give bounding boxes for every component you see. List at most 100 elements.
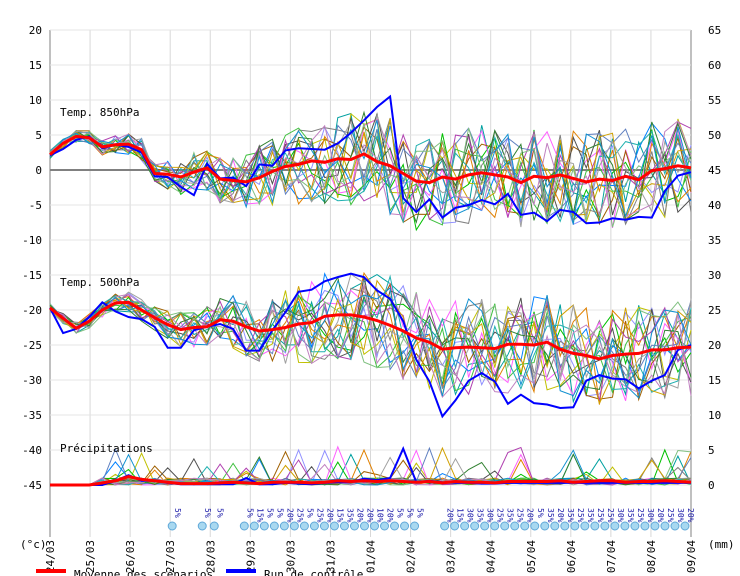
snowflake-icon bbox=[600, 521, 610, 531]
snow-probability-label: 20% bbox=[656, 508, 665, 523]
x-tick-label: 05/04 bbox=[525, 540, 538, 573]
snow-probability-label: 35% bbox=[476, 508, 485, 523]
right-tick-label: 50 bbox=[708, 129, 721, 142]
x-tick-label: 08/04 bbox=[645, 540, 658, 573]
right-axis-unit: (mm) bbox=[708, 538, 735, 551]
snow-probability-label: 5% bbox=[396, 508, 405, 518]
snow-probability-label: 35% bbox=[546, 508, 555, 523]
legend-mean-label: Moyenne des scénarios bbox=[74, 568, 213, 576]
snow-probability-label: 5% bbox=[265, 508, 274, 518]
snowflake-icon bbox=[359, 521, 369, 531]
snow-probability-label: 5% bbox=[406, 508, 415, 518]
x-tick-label: 03/04 bbox=[445, 540, 458, 573]
snow-probability-label: 5% bbox=[536, 508, 545, 518]
snow-probability-label: 30% bbox=[486, 508, 495, 523]
snowflake-icon bbox=[660, 521, 670, 531]
snowflake-icon bbox=[197, 521, 207, 531]
snowflake-icon bbox=[289, 521, 299, 531]
snowflake-icon bbox=[630, 521, 640, 531]
snowflake-icon bbox=[249, 521, 259, 531]
snow-probability-label: 15% bbox=[255, 508, 264, 523]
right-tick-label: 40 bbox=[708, 199, 721, 212]
t500-section-label: Temp. 500hPa bbox=[60, 276, 139, 289]
snowflake-icon bbox=[520, 521, 530, 531]
mean-t850-line bbox=[49, 134, 692, 185]
left-tick-label: -10 bbox=[22, 234, 42, 247]
snowflake-icon bbox=[309, 521, 319, 531]
snowflake-icon bbox=[239, 521, 249, 531]
snowflake-icon bbox=[490, 521, 500, 531]
snowflake-icon bbox=[279, 521, 289, 531]
legend-control-swatch bbox=[226, 569, 256, 573]
member-t850-line bbox=[49, 126, 692, 225]
x-tick-label: 09/04 bbox=[685, 540, 698, 573]
left-axis-unit: (°c) bbox=[20, 538, 47, 551]
snowflake-icon bbox=[410, 521, 420, 531]
snowflake-icon bbox=[670, 521, 680, 531]
snowflake-icon bbox=[319, 521, 329, 531]
snow-probability-label: 30% bbox=[646, 508, 655, 523]
left-tick-label: -30 bbox=[22, 374, 42, 387]
snowflake-icon bbox=[470, 521, 480, 531]
left-axis: 20 15 10 5 0 -5 -10 -15 -20 -25 -30 -35 -40 -45 bbox=[22, 24, 42, 492]
x-tick-label: 28/03 bbox=[204, 540, 217, 573]
grid-lines bbox=[49, 29, 692, 537]
member-t850-line bbox=[49, 118, 692, 219]
mean-t500-line bbox=[49, 300, 692, 361]
snowflake-icon bbox=[390, 521, 400, 531]
snowflake-icon bbox=[370, 521, 380, 531]
left-tick-label: 10 bbox=[29, 94, 42, 107]
snow-probability-label: 20% bbox=[386, 508, 395, 523]
left-tick-label: -35 bbox=[22, 409, 42, 422]
left-tick-label: 0 bbox=[35, 164, 42, 177]
snow-probability-label: 35% bbox=[566, 508, 575, 523]
snow-probability-label: 5% bbox=[245, 508, 254, 518]
right-tick-label: 55 bbox=[708, 94, 721, 107]
snow-probability-label: 35% bbox=[345, 508, 354, 523]
snowflake-icon bbox=[560, 521, 570, 531]
snowflake-icon bbox=[269, 521, 279, 531]
x-tick-label: 07/04 bbox=[605, 540, 618, 573]
snow-probability-label: 25% bbox=[315, 508, 324, 523]
member-precip-line bbox=[50, 449, 692, 486]
snow-probability-label: 5% bbox=[275, 508, 284, 518]
snow-probability-label: 20% bbox=[355, 508, 364, 523]
snowflake-icon bbox=[620, 521, 630, 531]
snowflake-icon bbox=[380, 521, 390, 531]
right-tick-label: 5 bbox=[708, 444, 715, 457]
snow-probability-label: 20% bbox=[686, 508, 695, 523]
snow-probability-label: 25% bbox=[496, 508, 505, 523]
snow-probability-label: 5% bbox=[203, 508, 212, 518]
snowflake-icon bbox=[590, 521, 600, 531]
snowflake-icon bbox=[167, 521, 177, 531]
snow-probability-label: 35% bbox=[506, 508, 515, 523]
snow-probability-label: 25% bbox=[295, 508, 304, 523]
snowflake-icon bbox=[450, 521, 460, 531]
snow-probability-label: 35% bbox=[586, 508, 595, 523]
legend-control-label: Run de contrôle bbox=[264, 568, 363, 576]
x-axis: 24/03 25/03 26/03 27/03 28/03 29/03 30/03 31/03… bbox=[44, 540, 698, 573]
snowflake-icon bbox=[460, 521, 470, 531]
snow-probability-label: 5% bbox=[305, 508, 314, 518]
member-t500-line bbox=[49, 274, 692, 393]
control-t850-line bbox=[49, 94, 692, 225]
snow-probability-label: 35% bbox=[626, 508, 635, 523]
snowflake-icon bbox=[510, 521, 520, 531]
snowflake-icon bbox=[400, 521, 410, 531]
snowflake-icon bbox=[530, 521, 540, 531]
snow-probability-label: 10% bbox=[376, 508, 385, 523]
snow-probability-label: 5% bbox=[215, 508, 224, 518]
snow-probability-label: 25% bbox=[636, 508, 645, 523]
right-tick-label: 10 bbox=[708, 409, 721, 422]
snow-probability-label: 5% bbox=[416, 508, 425, 518]
snow-probability-label: 25% bbox=[606, 508, 615, 523]
snowflake-icon bbox=[570, 521, 580, 531]
snow-probability-label: 20% bbox=[526, 508, 535, 523]
left-tick-label: -5 bbox=[29, 199, 42, 212]
legend: Moyenne des scénarios Run de contrôle bbox=[36, 568, 363, 576]
left-tick-label: -45 bbox=[22, 479, 42, 492]
snow-probability-label: 20% bbox=[365, 508, 374, 523]
x-tick-label: 04/04 bbox=[485, 540, 498, 573]
right-tick-label: 25 bbox=[708, 304, 721, 317]
snow-probability-label: 15% bbox=[456, 508, 465, 523]
